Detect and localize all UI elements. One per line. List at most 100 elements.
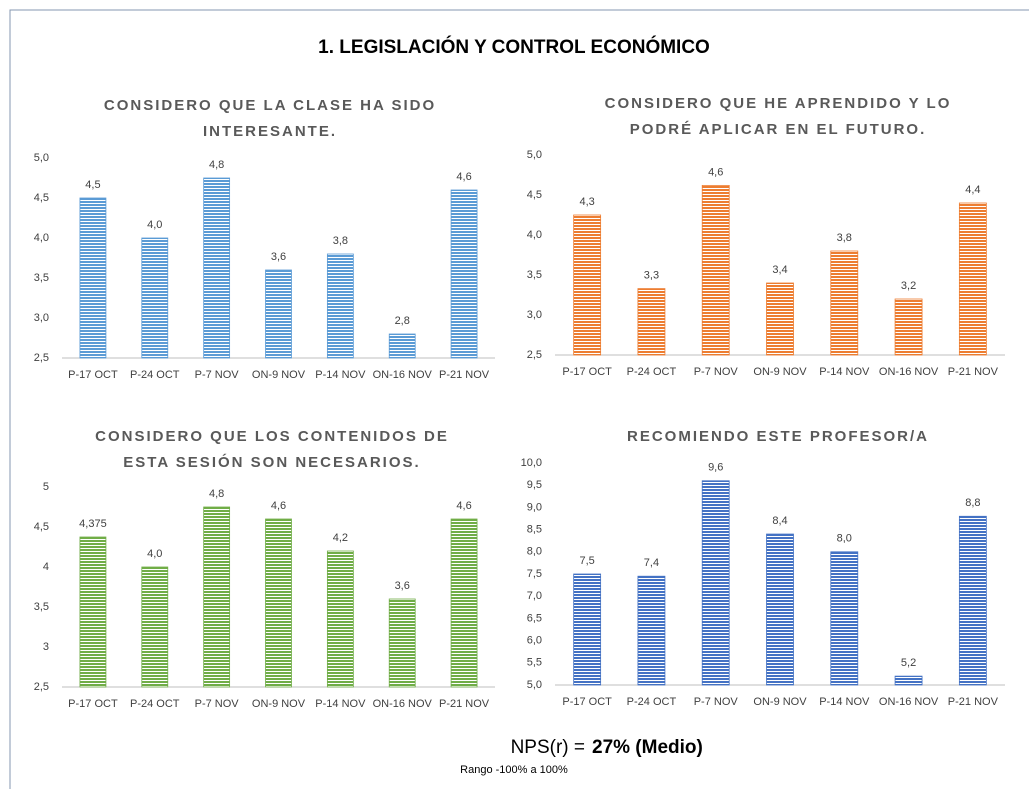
- main-title: 1. LEGISLACIÓN Y CONTROL ECONÓMICO: [318, 36, 710, 58]
- data-label: 4,0: [147, 219, 162, 231]
- y-tick-label: 2,5: [34, 681, 49, 693]
- bar: [326, 550, 354, 688]
- data-label: 4,6: [271, 500, 286, 512]
- y-tick-label: 7,0: [527, 590, 542, 602]
- data-label: 3,8: [333, 235, 348, 247]
- data-label: 4,8: [209, 159, 224, 171]
- bar: [141, 237, 169, 359]
- chart-title: CONSIDERO QUE HE APRENDIDO Y LO: [605, 95, 952, 112]
- bar: [203, 177, 231, 359]
- bar: [637, 575, 666, 686]
- bar: [450, 189, 478, 359]
- x-tick-label: P-24 OCT: [627, 366, 677, 378]
- y-tick-label: 5,5: [527, 657, 542, 669]
- bar: [79, 536, 107, 688]
- x-tick-label: ON-16 NOV: [879, 366, 939, 378]
- x-tick-label: ON-16 NOV: [373, 369, 433, 381]
- y-tick-label: 9,5: [527, 479, 542, 491]
- y-tick-label: 4,0: [527, 229, 542, 241]
- y-tick-label: 6,5: [527, 612, 542, 624]
- x-tick-label: P-7 NOV: [195, 698, 240, 710]
- x-tick-label: P-21 NOV: [948, 696, 999, 708]
- y-tick-label: 3,5: [34, 601, 49, 613]
- bar: [766, 533, 794, 686]
- data-label: 4,6: [456, 171, 471, 183]
- x-tick-label: P-17 OCT: [562, 696, 612, 708]
- y-tick-label: 5: [43, 481, 49, 493]
- x-tick-label: P-24 OCT: [627, 696, 677, 708]
- y-tick-label: 5,0: [527, 679, 542, 691]
- x-tick-label: P-17 OCT: [68, 369, 118, 381]
- y-tick-label: 6,0: [527, 635, 542, 647]
- data-label: 2,8: [395, 315, 410, 327]
- y-tick-label: 4,5: [527, 189, 542, 201]
- data-label: 3,6: [271, 251, 286, 263]
- data-label: 4,6: [708, 166, 723, 178]
- chart-title: CONSIDERO QUE LA CLASE HA SIDO: [104, 97, 436, 114]
- y-tick-label: 2,5: [527, 349, 542, 361]
- y-tick-label: 4,5: [34, 192, 49, 204]
- x-tick-label: ON-9 NOV: [252, 369, 306, 381]
- data-label: 4,8: [209, 488, 224, 500]
- data-label: 3,2: [901, 280, 916, 292]
- bar: [326, 253, 354, 359]
- x-tick-label: P-14 NOV: [315, 369, 366, 381]
- bar: [573, 573, 602, 686]
- bar: [894, 298, 923, 356]
- chart-title: INTERESANTE.: [203, 123, 337, 140]
- y-tick-label: 10,0: [521, 457, 542, 469]
- y-tick-label: 4: [43, 561, 49, 573]
- y-tick-label: 8,5: [527, 524, 542, 536]
- y-tick-label: 2,5: [34, 352, 49, 364]
- y-tick-label: 4,0: [34, 232, 49, 244]
- data-label: 4,375: [79, 518, 107, 530]
- bar: [388, 598, 416, 688]
- data-label: 4,5: [85, 179, 100, 191]
- data-label: 7,5: [579, 555, 594, 567]
- nps-label: NPS(r) =: [511, 737, 585, 758]
- y-tick-label: 5,0: [527, 149, 542, 161]
- y-tick-label: 3: [43, 641, 49, 653]
- y-tick-label: 3,5: [34, 272, 49, 284]
- bar: [637, 288, 666, 356]
- y-tick-label: 9,0: [527, 501, 542, 513]
- bar: [141, 566, 169, 688]
- bar: [265, 518, 292, 688]
- x-tick-label: P-24 OCT: [130, 698, 180, 710]
- bar: [894, 675, 923, 686]
- data-label: 8,0: [837, 533, 852, 545]
- x-tick-label: P-7 NOV: [694, 366, 739, 378]
- y-tick-label: 5,0: [34, 152, 49, 164]
- bar: [573, 214, 602, 356]
- bar: [265, 269, 292, 359]
- bar: [766, 282, 794, 356]
- bar: [701, 184, 730, 356]
- frame: [9, 9, 1029, 789]
- bar: [388, 333, 416, 359]
- x-tick-label: P-21 NOV: [439, 369, 490, 381]
- y-tick-label: 3,5: [527, 269, 542, 281]
- data-label: 3,6: [395, 580, 410, 592]
- y-tick-label: 3,0: [527, 309, 542, 321]
- chart-title: RECOMIENDO ESTE PROFESOR/A: [627, 428, 929, 445]
- x-tick-label: P-7 NOV: [195, 369, 240, 381]
- bar: [830, 551, 859, 686]
- data-label: 5,2: [901, 657, 916, 669]
- y-tick-label: 8,0: [527, 546, 542, 558]
- bar: [701, 480, 730, 686]
- x-tick-label: P-21 NOV: [439, 698, 490, 710]
- x-tick-label: P-14 NOV: [315, 698, 366, 710]
- data-label: 7,4: [644, 557, 659, 569]
- data-label: 4,4: [965, 184, 980, 196]
- x-tick-label: ON-9 NOV: [252, 698, 306, 710]
- y-tick-label: 3,0: [34, 312, 49, 324]
- x-tick-label: P-24 OCT: [130, 369, 180, 381]
- x-tick-label: P-17 OCT: [562, 366, 612, 378]
- data-label: 3,3: [644, 270, 659, 282]
- data-label: 8,8: [965, 497, 980, 509]
- bar: [958, 202, 987, 356]
- data-label: 3,4: [772, 264, 787, 276]
- bar: [450, 518, 478, 688]
- data-label: 4,2: [333, 532, 348, 544]
